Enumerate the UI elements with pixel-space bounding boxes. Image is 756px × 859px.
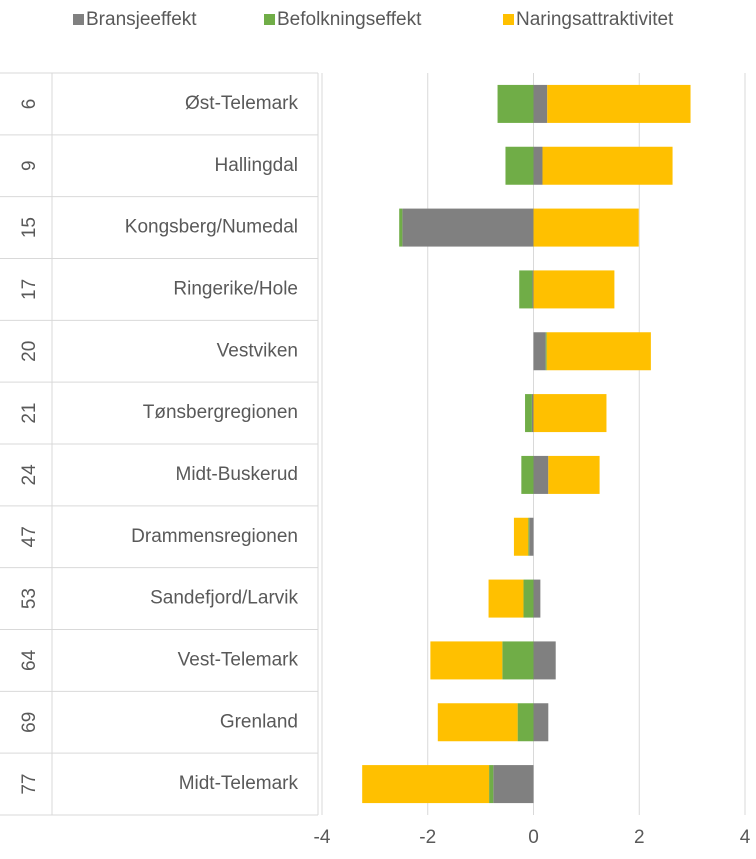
rank-label: 6 <box>19 99 40 110</box>
bar <box>497 84 534 123</box>
rank-label: 17 <box>19 279 40 300</box>
bar <box>525 394 532 433</box>
legend-swatch <box>264 14 275 25</box>
bar <box>533 455 549 494</box>
category-label: Sandefjord/Larvik <box>150 588 298 609</box>
bar <box>531 394 534 433</box>
bar <box>545 332 547 371</box>
rank-label: 21 <box>19 403 40 424</box>
bar <box>521 455 534 494</box>
legend-swatch <box>73 14 84 25</box>
category-label: Grenland <box>220 711 298 732</box>
rank-label: 9 <box>19 160 40 171</box>
legend-label: Befolkningseffekt <box>277 9 422 30</box>
bar <box>548 455 600 494</box>
bar <box>517 703 534 742</box>
bar <box>513 517 529 556</box>
bar <box>399 208 403 247</box>
category-label: Øst-Telemark <box>185 93 298 114</box>
bar <box>489 765 494 804</box>
category-label: Midt-Buskerud <box>176 464 299 485</box>
bar <box>533 703 549 742</box>
rank-label: 64 <box>19 649 40 671</box>
category-label: Vest-Telemark <box>178 649 299 670</box>
rank-label: 77 <box>19 774 40 795</box>
rank-label: 53 <box>19 588 40 609</box>
rank-label: 15 <box>19 217 40 238</box>
category-label: Vestviken <box>217 340 298 361</box>
x-tick-label: -2 <box>419 827 436 848</box>
bar <box>529 517 534 556</box>
category-label: Tønsbergregionen <box>143 402 298 423</box>
rank-label: 47 <box>19 526 40 547</box>
bar <box>488 579 524 618</box>
x-tick-label: 0 <box>528 827 539 848</box>
x-tick-label: 2 <box>634 827 645 848</box>
bar <box>528 517 530 556</box>
category-label: Drammensregionen <box>131 526 298 547</box>
rank-label: 24 <box>19 464 40 486</box>
bar <box>533 208 639 247</box>
bar <box>523 579 534 618</box>
bar <box>519 270 533 309</box>
bar <box>533 146 543 185</box>
x-tick-label: -4 <box>314 827 331 848</box>
bar <box>502 641 534 680</box>
bar <box>533 84 548 123</box>
bar <box>505 146 534 185</box>
bar <box>362 765 490 804</box>
bar <box>533 641 556 680</box>
rank-label: 20 <box>19 341 40 362</box>
rank-label: 69 <box>19 712 40 733</box>
category-label: Midt-Telemark <box>179 773 299 794</box>
legend-label: Naringsattraktivitet <box>516 9 674 30</box>
bar <box>437 703 518 742</box>
bar <box>533 579 541 618</box>
legend-label: Bransjeeffekt <box>86 9 197 30</box>
bar <box>493 765 534 804</box>
bar <box>430 641 503 680</box>
bar <box>542 146 673 185</box>
category-label: Kongsberg/Numedal <box>125 217 298 238</box>
bar <box>533 270 615 309</box>
bar <box>533 394 607 433</box>
category-label: Ringerike/Hole <box>173 278 298 299</box>
x-tick-label: 4 <box>740 827 751 848</box>
category-label: Hallingdal <box>215 155 298 176</box>
bar <box>402 208 534 247</box>
bar <box>533 332 546 371</box>
bar <box>546 332 651 371</box>
legend-swatch <box>503 14 514 25</box>
bar <box>547 84 691 123</box>
bar <box>532 270 534 309</box>
